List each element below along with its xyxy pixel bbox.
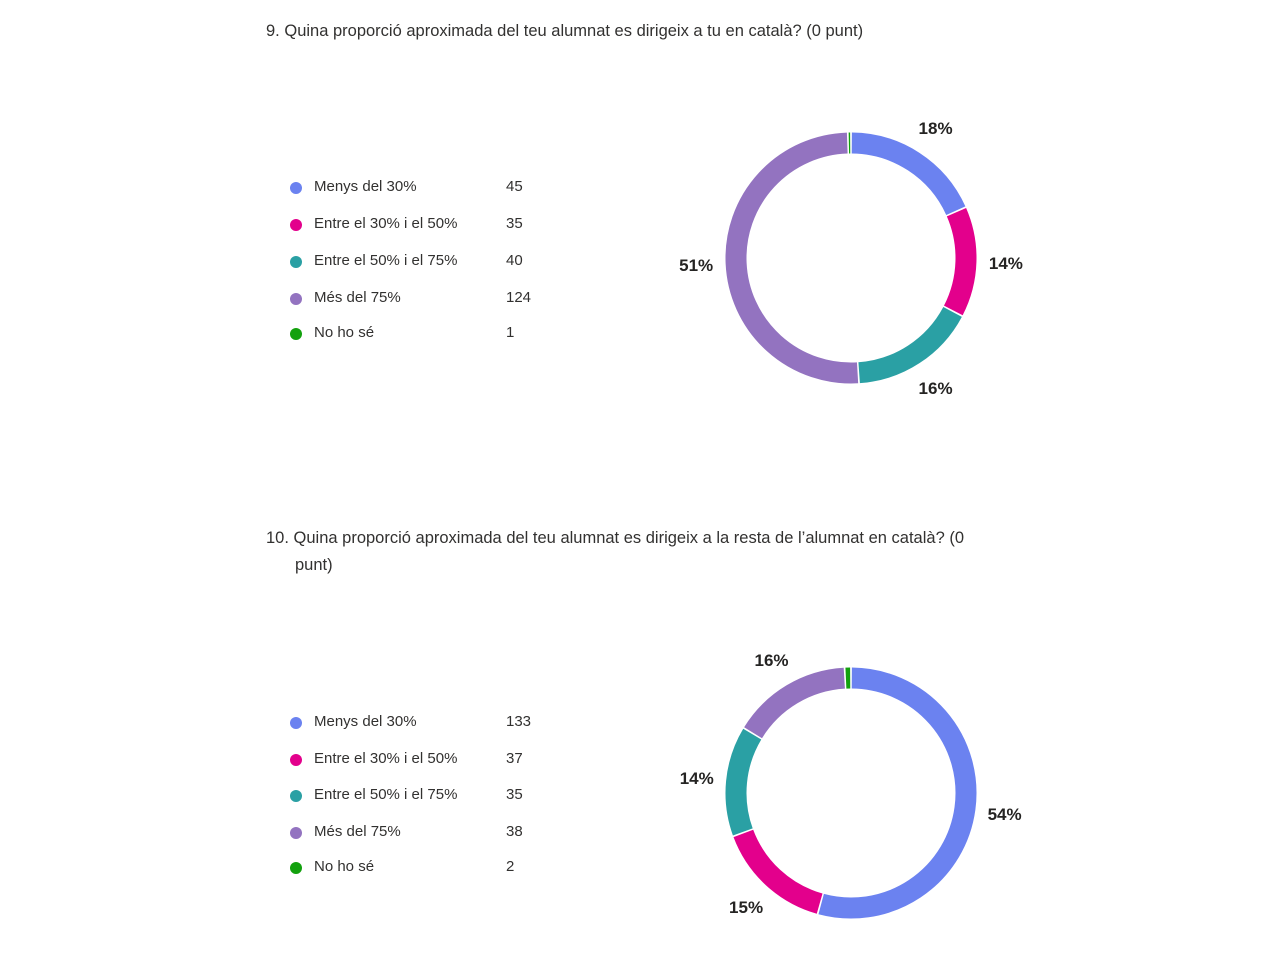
question-title: 10. Quina proporció aproximada del teu a… [266,525,1036,579]
legend-count: 2 [506,858,515,875]
donut-slice[interactable] [858,306,962,384]
donut-slice[interactable] [725,132,859,384]
question-number: 9. [266,22,280,40]
legend-item: Menys del 30% 133 [288,713,548,733]
legend-swatch [290,790,302,802]
legend-label: Entre el 50% i el 75% [314,252,458,269]
legend-swatch [290,219,302,231]
legend-count: 133 [506,713,532,730]
slice-percent-label: 15% [729,898,763,917]
legend-item: Entre el 50% i el 75% 40 [288,252,548,272]
legend-swatch [290,328,302,340]
legend-count: 35 [506,786,523,803]
legend-count: 35 [506,215,523,232]
question-title: 9. Quina proporció aproximada del teu al… [266,18,1036,45]
legend-count: 37 [506,750,523,767]
legend-item: Menys del 30% 45 [288,178,548,198]
legend-count: 124 [506,289,532,306]
donut-slice[interactable] [943,208,977,316]
legend-label: Entre el 50% i el 75% [314,786,458,803]
legend-item: Entre el 30% i el 50% 37 [288,750,548,770]
slice-percent-label: 16% [754,651,788,670]
legend-label: Entre el 30% i el 50% [314,215,458,232]
legend-swatch [290,754,302,766]
slice-percent-label: 14% [680,769,714,788]
legend-label: No ho sé [314,324,375,341]
donut-chart: 54% 15% 14% 16% [680,651,1022,919]
legend-item: Més del 75% 38 [288,823,548,843]
question-text: Quina proporció aproximada del teu alumn… [284,22,864,40]
legend-swatch [290,827,302,839]
legend-swatch [290,182,302,194]
question-text-cont: punt) [295,556,333,574]
donut-chart: 18% 14% 16% 51% [679,119,1023,398]
question-9: 9. Quina proporció aproximada del teu al… [0,0,1279,480]
legend-item: Entre el 50% i el 75% 35 [288,786,548,806]
legend-count: 38 [506,823,523,840]
legend-label: Més del 75% [314,823,401,840]
legend-label: Menys del 30% [314,713,417,730]
legend-swatch [290,862,302,874]
legend-label: Entre el 30% i el 50% [314,750,458,767]
donut-slice[interactable] [851,132,966,216]
slice-percent-label: 14% [989,254,1023,273]
donut-slice[interactable] [744,667,846,739]
slice-percent-label: 18% [919,119,953,138]
legend-label: No ho sé [314,858,375,875]
donut-slice[interactable] [818,667,977,919]
legend-label: Més del 75% [314,289,401,306]
question-number: 10. [266,529,289,547]
slice-percent-label: 51% [679,256,713,275]
legend-swatch [290,293,302,305]
slice-percent-label: 16% [919,379,953,398]
legend-item: No ho sé 2 [288,858,548,878]
legend-item: Entre el 30% i el 50% 35 [288,215,548,235]
legend-item: No ho sé 1 [288,324,548,344]
slice-percent-label: 54% [988,805,1022,824]
legend-item: Més del 75% 124 [288,289,548,309]
legend-label: Menys del 30% [314,178,417,195]
legend-count: 40 [506,252,523,269]
legend-swatch [290,717,302,729]
donut-slice[interactable] [733,829,823,914]
legend-count: 1 [506,324,515,341]
legend-swatch [290,256,302,268]
question-10: 10. Quina proporció aproximada del teu a… [0,0,1279,919]
legend-count: 45 [506,178,523,195]
question-text: Quina proporció aproximada del teu alumn… [293,529,964,547]
donut-slice[interactable] [725,728,762,836]
